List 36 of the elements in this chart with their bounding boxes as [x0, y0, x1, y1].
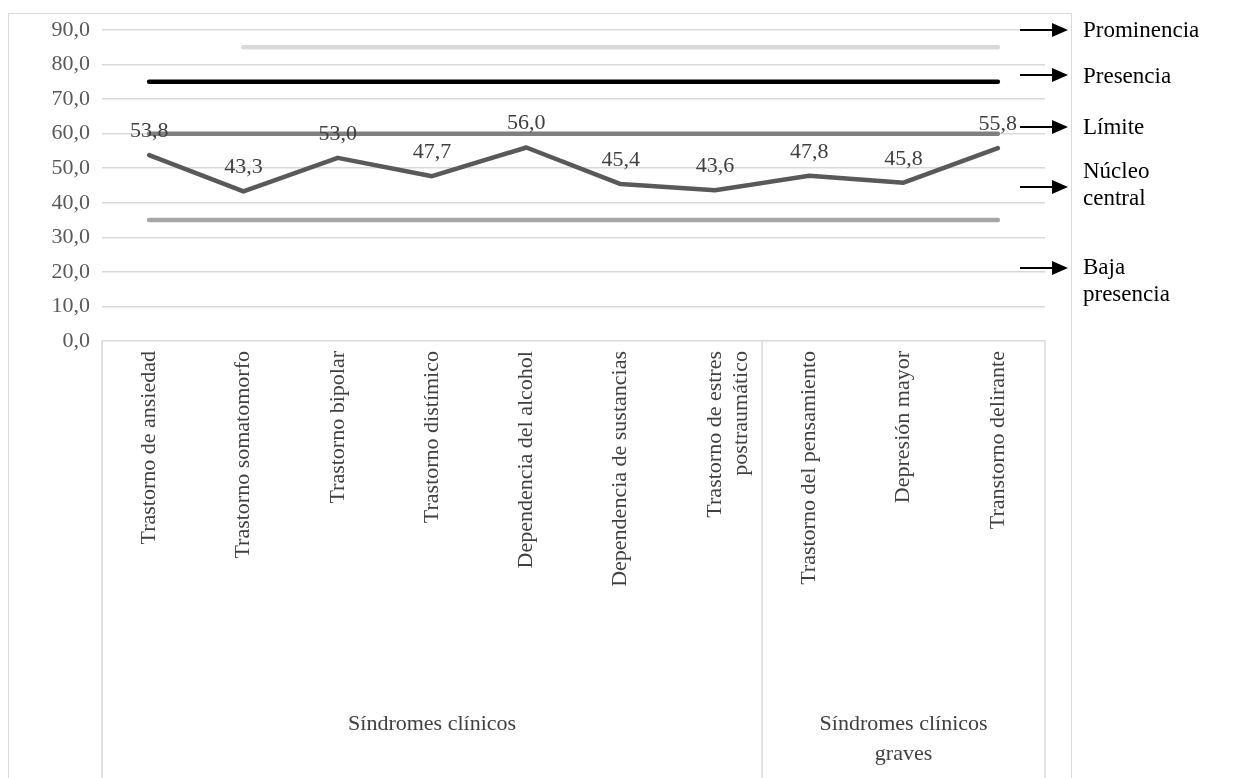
- y-tick-label: 10,0: [51, 292, 90, 318]
- x-tick-label: Dependencia del alcohol: [512, 351, 538, 569]
- x-tick-label: Trastorno de ansiedad: [134, 351, 160, 545]
- text: Prominencia: [1083, 16, 1201, 43]
- data-label: 47,8: [790, 137, 829, 163]
- y-tick-label: 50,0: [51, 154, 90, 179]
- y-tick-label: 40,0: [51, 188, 90, 214]
- x-tick-label: Transtorno delirante: [983, 351, 1009, 530]
- data-label: 47,7: [412, 137, 452, 163]
- y-tick-label: 80,0: [51, 50, 90, 76]
- text: Núcleo central: [1083, 157, 1151, 211]
- text: Presencia: [1083, 62, 1173, 89]
- x-tick-label: Trastorno bipolar: [323, 350, 349, 504]
- text: Baja presencia: [1083, 253, 1171, 307]
- x-tick-label: Dependencia de sustancias: [606, 351, 632, 587]
- data-label: 56,0: [507, 109, 546, 135]
- x-tick-label: Depresión mayor: [889, 350, 915, 504]
- y-tick-label: 0,0: [62, 326, 90, 352]
- y-tick-label: 60,0: [51, 119, 90, 145]
- data-label: 55,8: [978, 109, 1018, 135]
- data-label: 43,6: [695, 152, 735, 178]
- data-label: 45,8: [884, 144, 923, 170]
- data-label: 45,4: [601, 145, 640, 171]
- data-label: 53,8: [129, 116, 169, 142]
- data-label: 43,3: [224, 153, 263, 179]
- x-tick-label: Trastorno distímico: [417, 351, 443, 524]
- text: Síndromes clínicos: [348, 710, 517, 735]
- y-tick-label: 20,0: [51, 257, 90, 283]
- x-tick-label: Trastorno somatomorfo: [229, 351, 255, 559]
- text: Síndromes clínicos graves: [819, 710, 988, 765]
- y-tick-label: 90,0: [51, 15, 90, 41]
- x-tick-label: Trastorno de estres postraumático: [700, 351, 753, 518]
- y-tick-label: 70,0: [51, 84, 90, 110]
- x-tick-label: Trastorno del pensamiento: [795, 351, 821, 585]
- text: Límite: [1083, 113, 1146, 140]
- y-tick-label: 30,0: [51, 223, 90, 249]
